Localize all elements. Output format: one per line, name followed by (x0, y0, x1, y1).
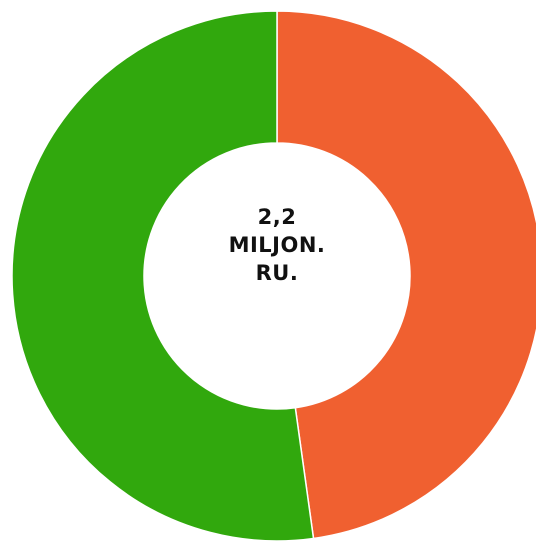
center-label-line-1: 2,2 (257, 205, 297, 229)
center-label-line-2: MILJON. (228, 233, 326, 257)
center-label-line-3: RU. (255, 261, 299, 285)
slices-group (11, 10, 536, 541)
donut-slice-1 (276, 10, 536, 540)
donut-slice-2 (11, 10, 315, 541)
center-label: 2,2 MILJON. RU. (177, 203, 377, 287)
